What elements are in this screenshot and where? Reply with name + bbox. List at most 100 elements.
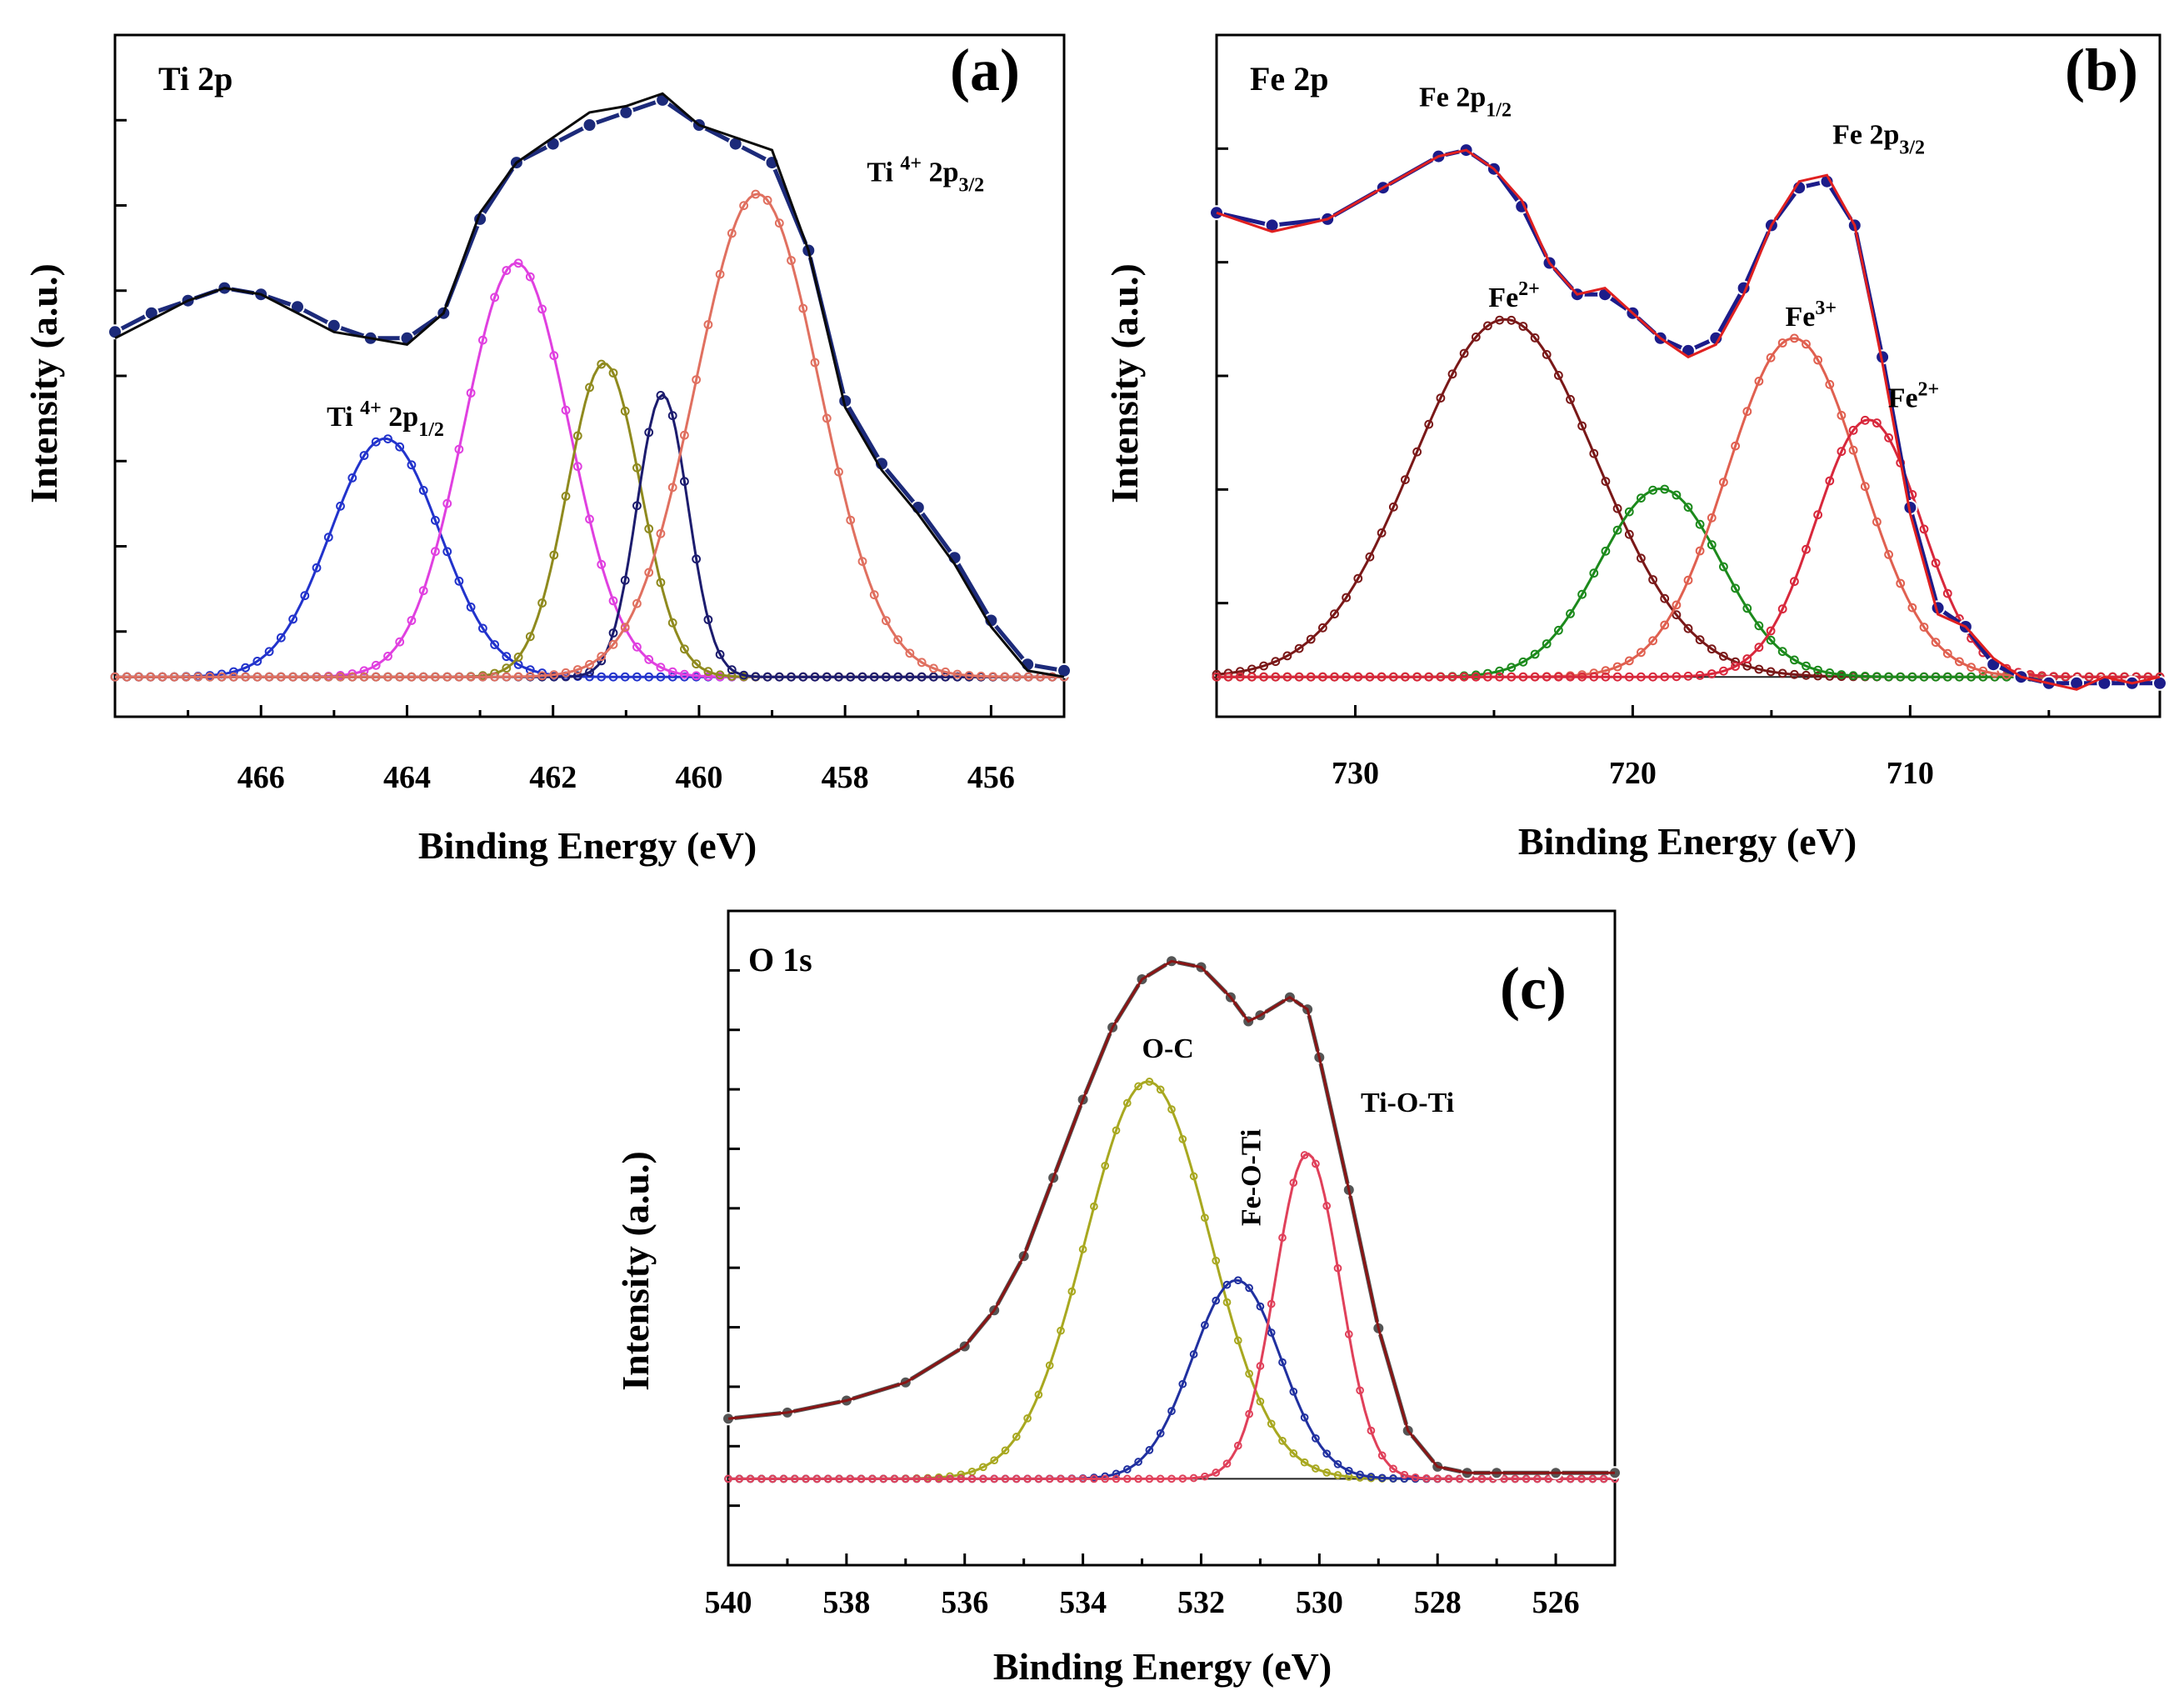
component-marker <box>1577 1474 1586 1483</box>
component-marker <box>1245 1283 1253 1293</box>
panel-b-ylabel: Intensity (a.u.) <box>1103 263 1146 503</box>
component-marker <box>205 672 215 682</box>
component-marker <box>1837 411 1847 420</box>
component-marker <box>1754 621 1764 631</box>
panel-c-xtick-label: 536 <box>941 1585 988 1620</box>
component-marker <box>1825 379 1835 389</box>
component-marker <box>1342 672 1351 682</box>
component-marker <box>1289 1178 1298 1187</box>
component-marker <box>1455 1474 1464 1483</box>
component-marker <box>1101 1161 1110 1170</box>
annotation-mid: 2p <box>922 158 958 188</box>
component-marker <box>868 1474 877 1483</box>
panel-b-annotation-fe2plus-a: Fe2+ <box>1488 278 1540 313</box>
annotation-sub: 3/2 <box>1899 138 1925 159</box>
component-marker <box>122 672 132 682</box>
panel-b-annotation-fe2plus-b: Fe2+ <box>1888 379 1940 414</box>
component-marker <box>300 672 310 682</box>
component-marker <box>1683 671 1693 681</box>
component-marker <box>1401 475 1410 484</box>
component-marker <box>1412 672 1422 682</box>
component-marker <box>1233 1276 1242 1285</box>
component-marker <box>1790 669 1799 679</box>
component-marker <box>1978 672 1988 682</box>
component-marker <box>1624 529 1634 539</box>
component-marker <box>454 444 464 454</box>
component-marker <box>757 1474 766 1483</box>
component-marker <box>774 218 784 228</box>
component-marker <box>1189 1350 1198 1358</box>
component-marker <box>1530 333 1540 343</box>
component-marker <box>1695 671 1705 680</box>
panel-a-xtick-label: 460 <box>675 760 722 795</box>
component-marker <box>1790 655 1799 665</box>
panel-a-component-1 <box>110 258 1069 682</box>
component-marker <box>1483 672 1492 682</box>
component-marker <box>1436 393 1446 403</box>
component-marker <box>1511 1474 1520 1483</box>
component-marker <box>1278 1436 1287 1445</box>
annotation-text: O-C <box>1142 1033 1194 1064</box>
component-marker <box>608 628 618 638</box>
component-marker <box>1447 369 1457 379</box>
component-marker <box>1156 1085 1165 1094</box>
component-marker <box>1754 643 1764 653</box>
component-marker <box>976 671 986 681</box>
component-marker <box>371 672 381 682</box>
component-marker <box>692 671 701 681</box>
component-marker <box>715 670 725 680</box>
component-marker <box>1090 1202 1098 1211</box>
panel-c-xtick-label: 528 <box>1414 1585 1462 1620</box>
component-marker <box>644 524 654 533</box>
component-marker <box>1122 1474 1132 1483</box>
component-marker <box>735 1474 744 1483</box>
panel-b-title: Fe 2p <box>1250 60 1328 98</box>
component-marker <box>561 405 571 415</box>
component-marker <box>1896 578 1906 588</box>
panel-b-xtick-label: 720 <box>1609 756 1657 791</box>
envelope-marker <box>2152 675 2167 691</box>
component-marker <box>383 672 392 682</box>
component-marker <box>768 1474 777 1483</box>
component-marker <box>727 665 737 675</box>
component-marker <box>490 672 499 682</box>
component-marker <box>513 653 523 662</box>
component-marker <box>1813 355 1823 365</box>
annotation-sup: 2+ <box>1518 278 1540 300</box>
component-marker <box>1507 672 1517 682</box>
component-marker <box>727 228 737 238</box>
component-marker <box>1683 575 1693 585</box>
component-marker <box>1444 1474 1453 1483</box>
component-marker <box>1023 1413 1032 1423</box>
component-marker <box>1389 1464 1397 1473</box>
panel-c-xtick-label: 540 <box>705 1585 752 1620</box>
component-curve <box>728 1152 1615 1480</box>
component-marker <box>1967 672 1977 682</box>
component-marker <box>1942 672 1952 682</box>
component-marker <box>1518 322 1528 331</box>
component-marker <box>787 672 796 682</box>
component-marker <box>1365 672 1375 682</box>
component-marker <box>1090 1474 1098 1483</box>
component-marker <box>929 663 938 673</box>
component-marker <box>1554 625 1563 635</box>
component-marker <box>1222 1280 1232 1289</box>
annotation-text: Fe <box>1888 383 1918 414</box>
component-marker <box>1672 490 1682 500</box>
panel-a-ti2p: Ti 2p (a) Binding Energy (eV) Intensity … <box>22 33 1072 867</box>
component-marker <box>990 1474 999 1483</box>
component-marker <box>882 616 891 626</box>
component-marker <box>1300 1458 1309 1467</box>
component-marker <box>466 672 476 682</box>
component-marker <box>1931 638 1941 648</box>
component-marker <box>802 1474 810 1483</box>
component-marker <box>1872 418 1882 428</box>
component-marker <box>1637 672 1646 682</box>
panel-c-xtick-label: 532 <box>1177 1585 1225 1620</box>
component-marker <box>1178 1474 1187 1483</box>
component-marker <box>1377 1473 1387 1483</box>
component-marker <box>1282 672 1292 682</box>
component-marker <box>882 672 891 682</box>
component-marker <box>525 272 535 282</box>
component-marker <box>1000 672 1010 682</box>
